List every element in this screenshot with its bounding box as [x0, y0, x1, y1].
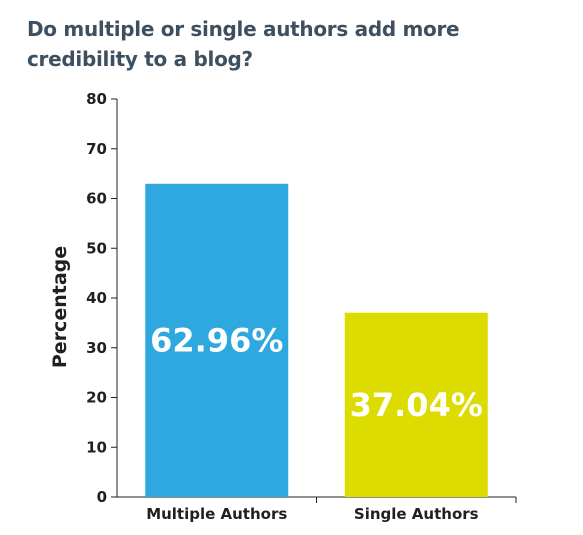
y-tick-label: 10 — [86, 438, 107, 456]
y-tick-label: 60 — [86, 190, 107, 208]
chart-labels: 62.96% Multiple Authors 37.04% Single Autho… — [146, 321, 483, 523]
data-label: 62.96% — [150, 321, 283, 359]
bar-multiple-authors — [145, 183, 289, 498]
data-label: 37.04% — [350, 386, 483, 424]
y-tick-label: 50 — [86, 239, 107, 257]
y-tick-label: 20 — [86, 389, 107, 407]
y-tick-label: 80 — [86, 90, 107, 108]
y-tick-label: 0 — [97, 488, 107, 506]
chart-bars — [145, 183, 488, 498]
bar-single-authors — [344, 312, 488, 497]
x-tick-label: Multiple Authors — [146, 505, 287, 523]
x-tick-label: Single Authors — [354, 505, 479, 523]
y-axis-label: Percentage — [49, 246, 71, 368]
chart-axes: 0 10 20 30 40 50 60 70 80 — [86, 90, 517, 506]
y-tick-label: 70 — [86, 140, 107, 158]
chart-title: Do multiple or single authors add more c… — [27, 17, 460, 71]
y-tick-label: 30 — [86, 339, 107, 357]
y-tick-label: 40 — [86, 289, 107, 307]
